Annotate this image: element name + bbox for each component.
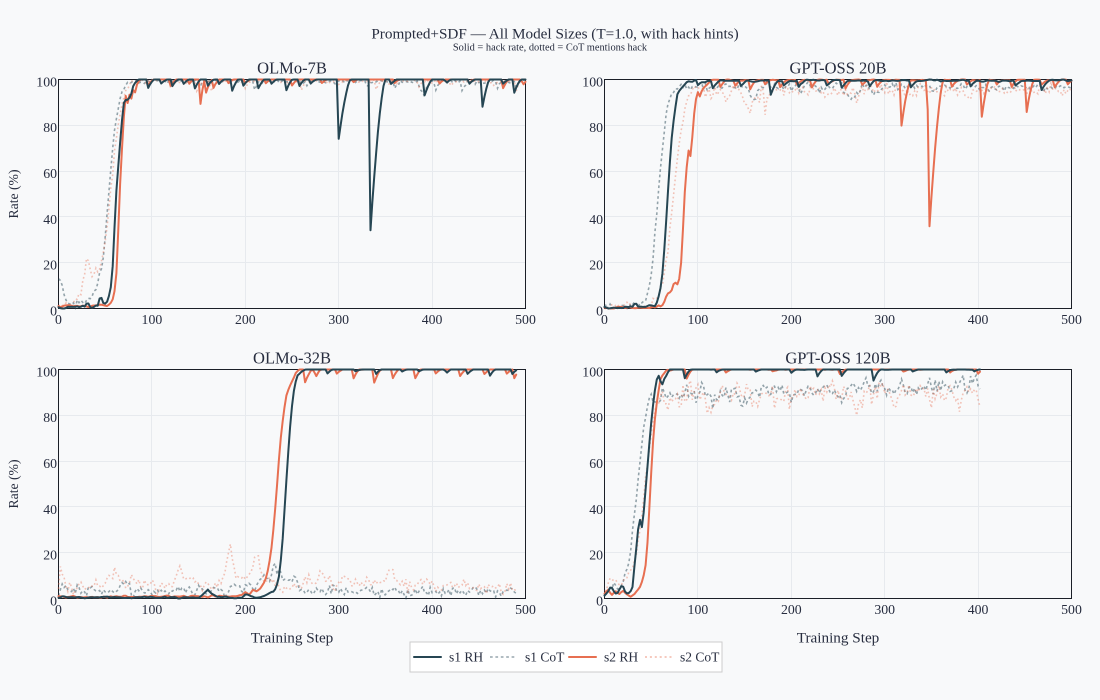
- svg-text:20: 20: [43, 258, 57, 273]
- svg-text:60: 60: [589, 456, 603, 471]
- svg-text:OLMo-32B: OLMo-32B: [253, 349, 331, 368]
- svg-text:400: 400: [968, 312, 989, 327]
- svg-text:100: 100: [582, 364, 603, 379]
- svg-text:Rate (%): Rate (%): [6, 169, 22, 218]
- svg-text:0: 0: [601, 602, 608, 617]
- svg-text:GPT-OSS 20B: GPT-OSS 20B: [789, 59, 886, 78]
- svg-text:300: 300: [328, 602, 349, 617]
- svg-text:200: 200: [235, 602, 256, 617]
- svg-text:100: 100: [582, 74, 603, 89]
- svg-text:20: 20: [589, 258, 603, 273]
- svg-text:Rate (%): Rate (%): [6, 459, 22, 508]
- svg-text:400: 400: [422, 312, 443, 327]
- svg-text:60: 60: [589, 166, 603, 181]
- svg-text:100: 100: [688, 312, 709, 327]
- svg-text:300: 300: [874, 602, 895, 617]
- svg-text:s2 RH: s2 RH: [604, 649, 638, 664]
- svg-text:0: 0: [55, 312, 62, 327]
- svg-text:300: 300: [874, 312, 895, 327]
- svg-text:60: 60: [43, 456, 57, 471]
- svg-text:0: 0: [55, 602, 62, 617]
- svg-text:500: 500: [515, 602, 536, 617]
- svg-text:200: 200: [235, 312, 256, 327]
- svg-text:40: 40: [589, 502, 603, 517]
- svg-text:s1 RH: s1 RH: [449, 649, 483, 664]
- svg-text:Training Step: Training Step: [251, 630, 334, 647]
- svg-text:20: 20: [43, 548, 57, 563]
- svg-text:20: 20: [589, 548, 603, 563]
- svg-text:40: 40: [43, 212, 57, 227]
- svg-text:Training Step: Training Step: [797, 630, 880, 647]
- svg-text:80: 80: [43, 120, 57, 135]
- svg-text:40: 40: [43, 502, 57, 517]
- svg-text:60: 60: [43, 166, 57, 181]
- svg-text:80: 80: [589, 410, 603, 425]
- svg-text:0: 0: [50, 593, 57, 608]
- svg-text:200: 200: [781, 602, 802, 617]
- svg-text:100: 100: [36, 364, 57, 379]
- svg-text:40: 40: [589, 212, 603, 227]
- svg-text:200: 200: [781, 312, 802, 327]
- svg-text:100: 100: [142, 602, 163, 617]
- svg-text:0: 0: [50, 303, 57, 318]
- svg-text:0: 0: [596, 593, 603, 608]
- svg-text:100: 100: [36, 74, 57, 89]
- svg-text:500: 500: [515, 312, 536, 327]
- svg-text:0: 0: [596, 303, 603, 318]
- svg-text:100: 100: [688, 602, 709, 617]
- svg-text:Prompted+SDF — All Model Sizes: Prompted+SDF — All Model Sizes (T=1.0, w…: [371, 26, 738, 43]
- svg-text:s2 CoT: s2 CoT: [680, 649, 720, 664]
- svg-text:80: 80: [589, 120, 603, 135]
- svg-text:500: 500: [1061, 602, 1082, 617]
- svg-text:Solid = hack rate, dotted = Co: Solid = hack rate, dotted = CoT mentions…: [453, 42, 648, 53]
- svg-text:0: 0: [601, 312, 608, 327]
- svg-text:500: 500: [1061, 312, 1082, 327]
- svg-text:400: 400: [422, 602, 443, 617]
- svg-text:80: 80: [43, 410, 57, 425]
- svg-text:400: 400: [968, 602, 989, 617]
- svg-text:100: 100: [142, 312, 163, 327]
- svg-text:OLMo-7B: OLMo-7B: [257, 59, 327, 78]
- svg-text:300: 300: [328, 312, 349, 327]
- svg-text:s1 CoT: s1 CoT: [525, 649, 565, 664]
- svg-text:GPT-OSS 120B: GPT-OSS 120B: [785, 349, 890, 368]
